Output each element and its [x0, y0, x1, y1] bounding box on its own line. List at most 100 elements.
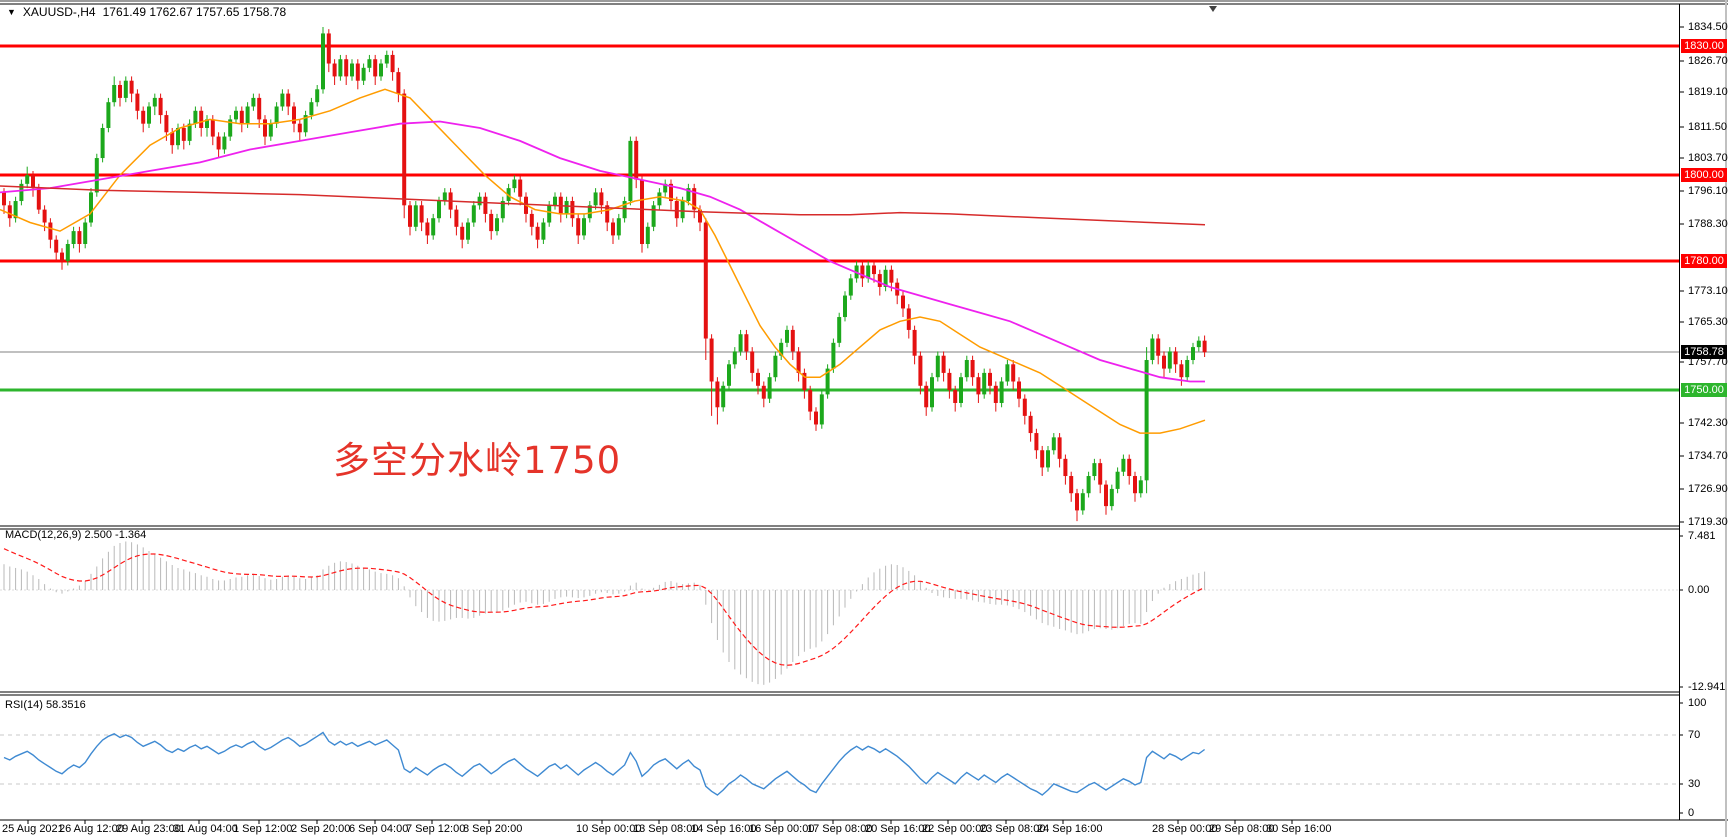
time-axis-label: 23 Sep 08:00 — [980, 823, 1046, 835]
candle-down — [669, 183, 673, 202]
rsi-indicator-label: RSI(14) 58.3516 — [5, 699, 86, 711]
candle-up — [1196, 340, 1201, 348]
candle-up — [251, 97, 256, 107]
candle-up — [645, 226, 650, 244]
candle-down — [611, 222, 615, 236]
candle-down — [344, 59, 349, 77]
candle-up — [1086, 476, 1091, 494]
candle-down — [373, 59, 378, 77]
candle-up — [582, 218, 586, 236]
time-axis-label: 28 Sep 00:00 — [1152, 823, 1218, 835]
candle-up — [866, 265, 871, 279]
candle-down — [924, 385, 929, 408]
candle-down — [796, 351, 801, 373]
price-tick-label: 1811.50 — [1688, 121, 1727, 133]
candle-up — [1005, 364, 1010, 382]
candle-up — [727, 364, 731, 386]
candle-up — [1080, 493, 1085, 511]
candle-up — [1115, 471, 1120, 489]
candle-up — [657, 192, 662, 206]
macd-scale-label: -12.941 — [1688, 681, 1726, 693]
candle-up — [83, 222, 88, 244]
candle-down — [425, 222, 430, 236]
candle-up — [106, 102, 111, 128]
price-tick-label: 1803.70 — [1688, 152, 1728, 164]
candle-up — [553, 196, 557, 206]
candle-down — [326, 33, 331, 64]
candle-up — [628, 140, 633, 202]
time-axis-label: 30 Sep 16:00 — [1266, 823, 1332, 835]
candle-down — [872, 265, 876, 275]
candle-down — [1173, 351, 1178, 365]
candle-up — [959, 377, 963, 403]
candle-down — [941, 355, 946, 373]
symbol-label: XAUUSD-,H4 — [22, 5, 96, 19]
candle-down — [1098, 463, 1103, 485]
candle-down — [42, 209, 47, 223]
candle-up — [999, 381, 1004, 403]
candle-up — [1092, 463, 1097, 477]
time-axis-label: 26 Aug 12:00 — [59, 823, 124, 835]
candle-up — [738, 334, 743, 352]
candle-up — [848, 278, 853, 296]
candle-up — [651, 205, 656, 227]
symbol-dropdown-icon[interactable]: ▼ — [7, 7, 16, 17]
price-tick-label: 1773.10 — [1688, 285, 1728, 297]
time-axis-label: 22 Sep 00:00 — [922, 823, 988, 835]
candle-up — [773, 355, 778, 378]
candle-up — [274, 106, 279, 124]
candle-down — [901, 295, 905, 309]
rsi-scale-label: 70 — [1688, 729, 1701, 741]
candle-up — [228, 119, 233, 137]
candle-down — [1162, 355, 1166, 369]
price-tick-label: 1719.30 — [1688, 516, 1728, 528]
price-tick-label: 1826.70 — [1688, 55, 1728, 67]
candle-down — [1133, 476, 1137, 494]
time-axis-label: 6 Sep 04:00 — [349, 823, 409, 835]
candle-up — [477, 196, 482, 206]
candle-down — [36, 188, 41, 210]
candle-down — [947, 372, 952, 391]
rsi-scale-label: 30 — [1688, 778, 1701, 790]
price-tick-label: 1734.70 — [1688, 450, 1728, 462]
candle-down — [1075, 493, 1079, 511]
candle-up — [350, 63, 354, 77]
candle-up — [367, 59, 372, 68]
candle-down — [1127, 458, 1132, 477]
candle-down — [790, 329, 795, 352]
candle-up — [512, 179, 517, 189]
candle-down — [715, 381, 720, 408]
candle-up — [935, 355, 940, 378]
candle-down — [918, 355, 923, 386]
candle-up — [767, 377, 772, 399]
candle-down — [60, 252, 64, 262]
candle-down — [460, 226, 465, 240]
candle-up — [593, 192, 598, 206]
candle-up — [564, 201, 569, 214]
candle-up — [112, 85, 117, 103]
candle-down — [408, 205, 412, 227]
candle-down — [216, 136, 221, 150]
candle-up — [361, 67, 366, 81]
candle-up — [1185, 360, 1190, 378]
price-level-badge-current-price: 1758.78 — [1681, 345, 1727, 359]
candle-down — [419, 205, 424, 223]
candle-down — [1104, 484, 1108, 507]
candle-down — [286, 93, 291, 107]
candle-up — [303, 115, 308, 133]
candle-down — [1022, 398, 1027, 416]
ma-fast-orange — [0, 88, 1206, 434]
macd-signal-line — [3, 548, 1205, 666]
price-tick-label: 1726.90 — [1688, 483, 1728, 495]
candle-down — [199, 110, 204, 128]
rsi-line — [3, 731, 1206, 796]
candle-up — [89, 192, 93, 223]
candle-down — [802, 372, 807, 391]
candle-down — [257, 97, 262, 120]
price-tick-label: 1788.30 — [1688, 218, 1728, 230]
candle-down — [54, 239, 59, 253]
candle-down — [158, 97, 163, 116]
candle-down — [1028, 415, 1033, 434]
candle-down — [756, 372, 760, 386]
time-axis-label: 1 Sep 12:00 — [233, 823, 293, 835]
